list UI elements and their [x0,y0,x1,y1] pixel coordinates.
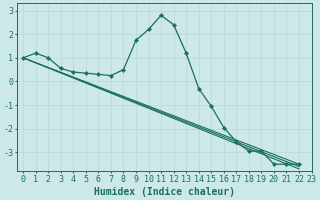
X-axis label: Humidex (Indice chaleur): Humidex (Indice chaleur) [94,186,235,197]
